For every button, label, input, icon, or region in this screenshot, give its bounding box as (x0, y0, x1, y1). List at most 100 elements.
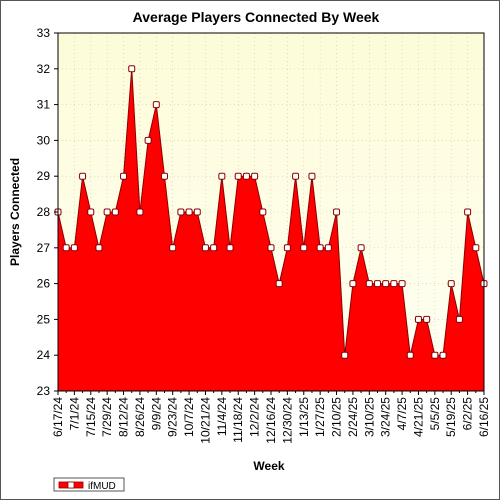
x-tick-label: 9/9/24 (149, 397, 163, 431)
data-point (87, 208, 95, 216)
data-point (390, 280, 398, 288)
data-point (185, 208, 193, 216)
data-point (406, 351, 414, 359)
data-point (210, 244, 218, 252)
data-point (136, 208, 144, 216)
data-point (103, 208, 111, 216)
data-point (464, 208, 472, 216)
x-tick-labels: 6/17/24 7/1/24 7/15/24 7/29/24 8/12/24 8/26/2… (51, 397, 491, 444)
x-tick-label: 11/18/24 (231, 397, 245, 443)
legend: ifMUD (53, 477, 125, 492)
x-tick-label: 6/17/24 (51, 397, 65, 437)
data-point (259, 208, 267, 216)
y-axis-title: Players Connected (8, 158, 22, 266)
data-point (218, 172, 226, 180)
x-axis-title: Week (253, 459, 284, 473)
data-point (341, 351, 349, 359)
legend-marker-icon (67, 481, 75, 489)
x-tick-label: 12/2/24 (248, 397, 262, 437)
x-tick-label: 7/29/24 (100, 397, 114, 437)
data-point (365, 280, 373, 288)
legend-label: ifMUD (88, 481, 116, 492)
x-tick-label: 5/5/25 (428, 397, 442, 431)
data-markers (54, 65, 488, 359)
x-tick-label: 2/10/25 (330, 397, 344, 437)
x-tick-label: 9/23/24 (166, 397, 180, 437)
data-point (374, 280, 381, 288)
data-point (267, 244, 275, 252)
data-point (472, 244, 480, 252)
data-point (414, 315, 422, 323)
y-tick-label: 25 (37, 312, 51, 326)
y-tick-label: 28 (37, 205, 51, 219)
y-tick-labels: 23 24 25 26 27 28 29 30 31 32 33 (37, 26, 51, 398)
y-tick-label: 33 (37, 26, 51, 40)
data-point (324, 244, 332, 252)
data-point (152, 101, 160, 109)
x-tick-label: 3/10/25 (362, 397, 376, 437)
data-point (316, 244, 324, 252)
data-point (120, 172, 128, 180)
axes (54, 32, 485, 395)
data-point (455, 315, 463, 323)
data-point (308, 172, 316, 180)
x-tick-label: 4/21/25 (411, 397, 425, 437)
x-tick-label: 6/2/25 (461, 397, 475, 431)
data-point (333, 208, 341, 216)
data-point (144, 136, 152, 144)
y-tick-label: 24 (37, 348, 51, 362)
x-tick-label: 7/15/24 (84, 397, 98, 437)
data-point (111, 208, 119, 216)
x-tick-label: 8/12/24 (117, 397, 131, 437)
x-tick-label: 3/24/25 (379, 397, 393, 437)
data-point (251, 172, 259, 180)
data-point (169, 244, 177, 252)
x-tick-label: 12/16/24 (264, 397, 278, 444)
data-point (128, 65, 136, 73)
x-tick-label: 2/24/25 (346, 397, 360, 437)
data-point (95, 244, 103, 252)
data-point (431, 351, 439, 359)
y-tick-label: 26 (37, 277, 51, 291)
x-tick-label: 12/30/24 (280, 397, 294, 444)
y-tick-label: 30 (37, 133, 51, 147)
data-point (242, 172, 250, 180)
data-point (193, 208, 201, 216)
data-point (226, 244, 234, 252)
data-point (177, 208, 185, 216)
data-point (275, 280, 283, 288)
x-tick-label: 7/1/24 (67, 397, 81, 431)
data-point (292, 172, 300, 180)
x-tick-label: 10/7/24 (182, 397, 196, 437)
x-tick-label: 5/19/25 (444, 397, 458, 437)
data-point (423, 315, 431, 323)
data-point (398, 280, 406, 288)
data-point (349, 280, 357, 288)
y-tick-label: 31 (37, 98, 51, 112)
data-point (357, 244, 365, 252)
y-tick-label: 32 (37, 62, 51, 76)
x-tick-label: 4/7/25 (395, 397, 409, 431)
data-point (447, 280, 455, 288)
x-tick-label: 10/21/24 (198, 397, 212, 444)
series-area-ifmud (58, 68, 484, 392)
data-point (79, 172, 87, 180)
x-tick-label: 11/4/24 (215, 397, 229, 436)
data-point (70, 244, 78, 252)
x-tick-label: 6/16/25 (477, 397, 491, 437)
x-tick-label: 1/27/25 (313, 397, 327, 437)
y-tick-label: 27 (37, 241, 51, 255)
y-tick-label: 23 (37, 384, 51, 398)
data-point (201, 244, 209, 252)
data-point (382, 280, 390, 288)
data-point (439, 351, 447, 359)
x-tick-label: 8/26/24 (133, 397, 147, 437)
y-tick-label: 29 (37, 169, 51, 183)
x-tick-label: 1/13/25 (297, 397, 311, 437)
data-point (283, 244, 291, 252)
data-point (62, 244, 70, 252)
data-point (234, 172, 242, 180)
chart-title: Average Players Connected By Week (133, 9, 380, 25)
data-point (300, 244, 308, 252)
